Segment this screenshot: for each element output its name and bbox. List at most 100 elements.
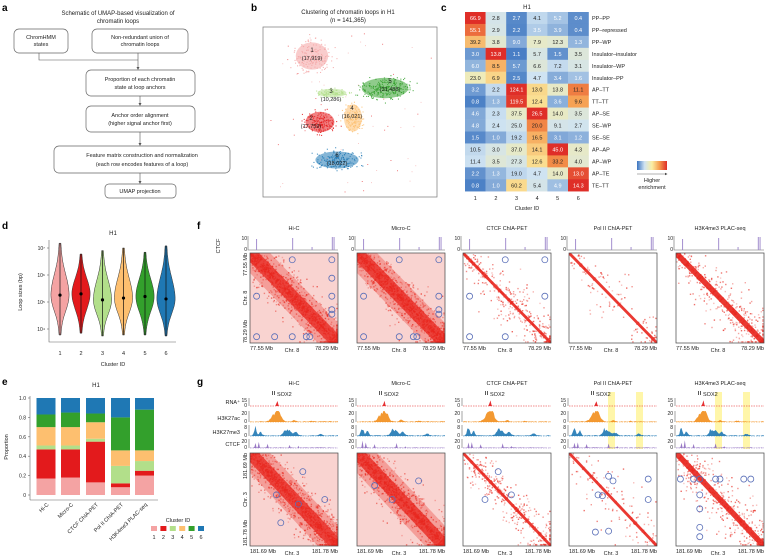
contact-pixel	[308, 329, 310, 332]
contact-pixel	[367, 287, 369, 289]
heatmap-cell	[506, 179, 527, 192]
contact-pixel	[532, 330, 534, 332]
f-assay-title: Micro-C	[391, 226, 410, 232]
umap-point	[323, 129, 325, 131]
umap-point	[320, 112, 322, 114]
contact-pixel	[498, 314, 500, 317]
umap-point	[380, 88, 382, 90]
umap-point	[331, 156, 333, 158]
umap-point	[355, 123, 357, 125]
umap-point	[335, 166, 337, 168]
umap-point	[316, 59, 318, 61]
umap-point	[378, 81, 380, 83]
umap-point	[314, 116, 316, 118]
contact-pixel	[316, 341, 318, 343]
contact-pixel	[684, 253, 686, 255]
contact-pixel	[737, 341, 740, 343]
contact-pixel	[642, 322, 644, 324]
contact-pixel	[762, 330, 764, 333]
contact-pixel	[432, 340, 435, 342]
umap-point	[317, 50, 319, 52]
heatmap-cell-value: 9.6	[574, 100, 582, 106]
contact-pixel	[384, 296, 387, 298]
umap-point	[294, 47, 296, 49]
umap-point	[321, 57, 323, 59]
f-ctcf-peak	[630, 247, 632, 250]
umap-point	[334, 87, 336, 89]
heatmap-cell	[526, 35, 548, 49]
umap-point	[318, 121, 320, 123]
umap-point	[322, 61, 324, 63]
heatmap-cell	[547, 179, 569, 192]
contact-pixel	[523, 328, 526, 330]
contact-pixel	[392, 301, 394, 303]
umap-point	[307, 57, 309, 59]
umap-point	[353, 163, 355, 165]
contact-pixel	[742, 341, 744, 343]
heatmap-cell-value: 14.0	[552, 112, 563, 118]
umap-point	[347, 116, 349, 118]
contact-pixel	[727, 298, 729, 300]
umap-point	[380, 80, 382, 82]
contact-pixel	[696, 281, 698, 284]
umap-outlier-point	[430, 57, 432, 59]
contact-pixel	[631, 308, 633, 310]
heatmap-cell	[526, 167, 548, 180]
umap-point	[348, 113, 350, 115]
umap-point	[319, 58, 321, 60]
umap-point	[339, 165, 341, 167]
contact-pixel	[601, 293, 603, 295]
umap-point	[321, 124, 323, 126]
contact-pixel	[371, 283, 374, 285]
contact-pixel	[573, 267, 575, 270]
contact-pixel	[519, 318, 521, 320]
umap-point	[332, 127, 334, 129]
umap-point	[346, 168, 348, 170]
f-track-tick-min: 0	[563, 247, 566, 253]
contact-pixel	[286, 280, 288, 282]
umap-point	[340, 99, 342, 101]
umap-point	[394, 83, 396, 85]
umap-point	[324, 96, 326, 98]
heatmap-cell	[568, 179, 589, 192]
umap-point	[318, 60, 320, 62]
umap-point	[349, 106, 351, 108]
umap-cluster-label: 1	[310, 48, 314, 54]
umap-outlier-point	[280, 186, 281, 188]
umap-point	[319, 93, 321, 95]
contact-pixel	[698, 262, 700, 264]
contact-pixel	[721, 286, 723, 288]
umap-point	[326, 125, 328, 127]
umap-point	[364, 89, 366, 91]
contact-pixel	[480, 276, 482, 278]
contact-pixel	[278, 264, 280, 266]
umap-point	[326, 95, 328, 97]
map-x-start-label: 77.55 Mb	[569, 346, 592, 352]
contact-pixel	[499, 273, 501, 275]
umap-outlier-point	[415, 165, 417, 167]
contact-pixel	[590, 291, 592, 294]
umap-point	[371, 94, 373, 96]
contact-pixel	[485, 282, 487, 284]
umap-point	[390, 75, 392, 77]
umap-point	[321, 123, 323, 125]
contact-pixel	[745, 333, 748, 335]
contact-pixel	[251, 264, 254, 266]
contact-pixel	[529, 331, 531, 333]
contact-pixel	[325, 312, 327, 314]
heatmap-cell-value: 12.3	[552, 40, 563, 46]
g-signal-track	[250, 411, 338, 422]
umap-point	[315, 62, 317, 64]
heatmap-cell	[485, 23, 507, 37]
contact-pixel	[257, 270, 259, 272]
contact-pixel	[518, 313, 521, 315]
umap-point	[400, 84, 402, 86]
contact-pixel	[336, 326, 338, 329]
map-y-chr-label: Chr. 8	[243, 291, 249, 306]
umap-point	[395, 89, 397, 91]
f-ctcf-peak	[363, 239, 365, 250]
contact-pixel	[336, 303, 338, 305]
